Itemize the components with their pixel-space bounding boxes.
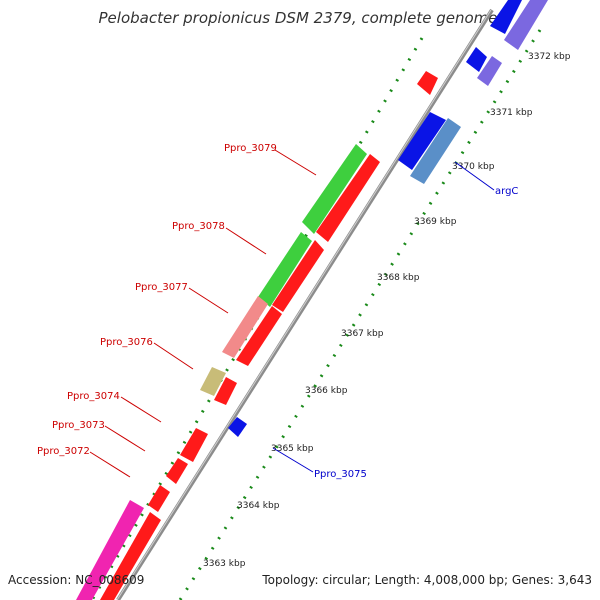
gene-arrow[interactable]	[316, 154, 380, 242]
gene-arrow[interactable]	[214, 377, 237, 405]
kbp-tick-label: 3371 kbp	[490, 108, 533, 118]
gene-arrow[interactable]	[222, 296, 268, 358]
label-leader	[225, 227, 267, 255]
kbp-tick-label: 3367 kbp	[341, 329, 384, 339]
gene-arrow[interactable]	[76, 500, 144, 600]
kbp-tick-label: 3369 kbp	[414, 217, 457, 227]
gene-label[interactable]: Ppro_3077	[135, 282, 188, 293]
gene-arrow[interactable]	[504, 0, 548, 50]
gene-label[interactable]: Ppro_3075	[314, 469, 367, 480]
label-leader	[104, 425, 146, 452]
gene-labels-right: argC Ppro_3075	[272, 161, 518, 480]
label-leader	[272, 447, 314, 473]
kbp-tick-label: 3366 kbp	[305, 386, 348, 396]
gene-arrow[interactable]	[272, 240, 324, 312]
gene-arrow[interactable]	[100, 512, 161, 600]
gene-arrow[interactable]	[417, 71, 438, 95]
label-leader	[153, 342, 194, 370]
map-title: Pelobacter propionicus DSM 2379, complet…	[99, 9, 498, 27]
label-leader	[454, 161, 495, 191]
gene-label[interactable]: Ppro_3076	[100, 337, 153, 348]
gene-arrow[interactable]	[200, 367, 226, 396]
label-leader	[188, 287, 229, 314]
topology-text: Topology: circular; Length: 4,008,000 bp…	[262, 573, 592, 587]
gene-label[interactable]: Ppro_3072	[37, 446, 90, 457]
label-leader	[274, 149, 317, 176]
label-leader	[120, 396, 162, 423]
gene-label[interactable]: Ppro_3074	[67, 391, 120, 402]
gene-label[interactable]: Ppro_3078	[172, 221, 225, 232]
genome-backbone-highlight	[116, 9, 492, 600]
label-leader	[89, 451, 131, 478]
kbp-tick-label: 3368 kbp	[377, 273, 420, 283]
gene-arrow[interactable]	[166, 458, 188, 484]
gene-label[interactable]: argC	[495, 186, 518, 197]
gene-arrow[interactable]	[490, 0, 522, 34]
gene-features	[76, 0, 548, 600]
gene-arrow[interactable]	[258, 232, 312, 307]
accession-text: Accession: NC_008609	[8, 573, 145, 587]
kbp-tick-label: 3370 kbp	[452, 162, 495, 172]
kbp-tick-label: 3364 kbp	[237, 501, 280, 511]
kbp-scale: 3372 kbp 3371 kbp 3370 kbp 3369 kbp 3368…	[203, 52, 571, 569]
gene-arrow[interactable]	[228, 417, 247, 437]
gene-label[interactable]: Ppro_3073	[52, 420, 105, 431]
inner-dotted-guide	[178, 29, 542, 600]
gene-arrow[interactable]	[477, 56, 502, 86]
kbp-tick-label: 3363 kbp	[203, 559, 246, 569]
gene-arrow[interactable]	[180, 428, 208, 462]
gene-arrow[interactable]	[302, 144, 367, 234]
kbp-tick-label: 3365 kbp	[271, 444, 314, 454]
gene-arrow[interactable]	[410, 118, 461, 184]
gene-labels-left: Ppro_3079 Ppro_3078 Ppro_3077 Ppro_3076 …	[37, 143, 317, 478]
gene-arrow[interactable]	[148, 485, 170, 512]
gene-arrow[interactable]	[398, 112, 446, 170]
kbp-tick-label: 3372 kbp	[528, 52, 571, 62]
gene-label[interactable]: Ppro_3079	[224, 143, 277, 154]
gene-arrow[interactable]	[466, 47, 487, 72]
gene-arrow[interactable]	[236, 306, 282, 366]
genome-backbone	[116, 8, 494, 600]
